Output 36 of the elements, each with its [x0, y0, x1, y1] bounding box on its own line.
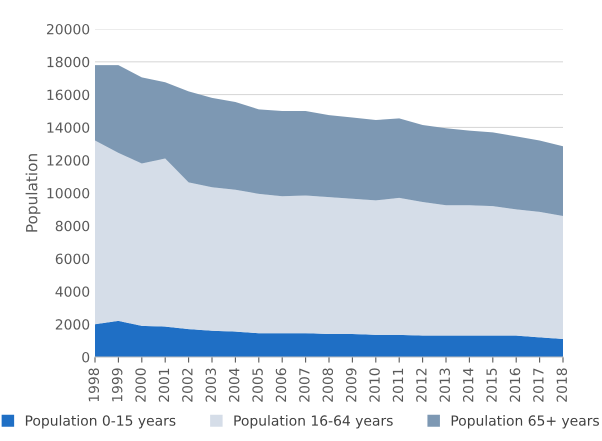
- y-axis-title: Population: [26, 154, 40, 232]
- x-tick-label: 2014: [462, 368, 474, 402]
- x-tick-label: 2005: [252, 368, 263, 402]
- x-tick-label: 2006: [276, 368, 286, 402]
- x-tick-label: 2013: [440, 368, 450, 402]
- x-tick-label: 2010: [369, 368, 380, 402]
- x-tick-label: 2012: [416, 368, 427, 402]
- y-tick-label: 6000: [56, 254, 90, 264]
- legend-label: Population 65+ years: [452, 415, 599, 428]
- x-tick-label: 2018: [556, 368, 568, 402]
- y-tick-label: 4000: [55, 286, 90, 297]
- legend-label: Population 0-15 years: [26, 415, 176, 428]
- y-tick-label: 16000: [47, 90, 90, 100]
- y-tick-label: 20000: [46, 24, 90, 34]
- x-tick-label: 1998: [88, 368, 100, 402]
- x-tick-label: 2001: [158, 368, 170, 402]
- x-tick-label: 2007: [299, 368, 310, 402]
- x-tick-label: 2000: [135, 368, 146, 402]
- y-tick-label: 14000: [47, 122, 90, 133]
- x-tick-label: 2015: [486, 368, 497, 402]
- y-tick-label: 8000: [56, 220, 90, 232]
- x-tick-label: 2003: [206, 368, 216, 402]
- y-tick-label: 0: [82, 352, 90, 362]
- x-tick-label: 2016: [510, 368, 520, 402]
- x-tick-label: 2004: [228, 368, 240, 402]
- x-tick-label: 2002: [182, 368, 193, 402]
- x-tick-label: 1999: [112, 368, 122, 402]
- y-tick-label: 10000: [47, 188, 90, 198]
- x-tick-label: 2009: [346, 368, 356, 402]
- x-tick-label: 2017: [533, 368, 544, 402]
- y-tick-label: 18000: [47, 56, 90, 68]
- y-tick-label: 2000: [56, 319, 90, 330]
- x-tick-label: 2011: [392, 368, 404, 402]
- legend-label: Population 16-64 years: [234, 415, 393, 428]
- x-tick-label: 2008: [322, 368, 334, 402]
- y-tick-label: 12000: [47, 155, 90, 166]
